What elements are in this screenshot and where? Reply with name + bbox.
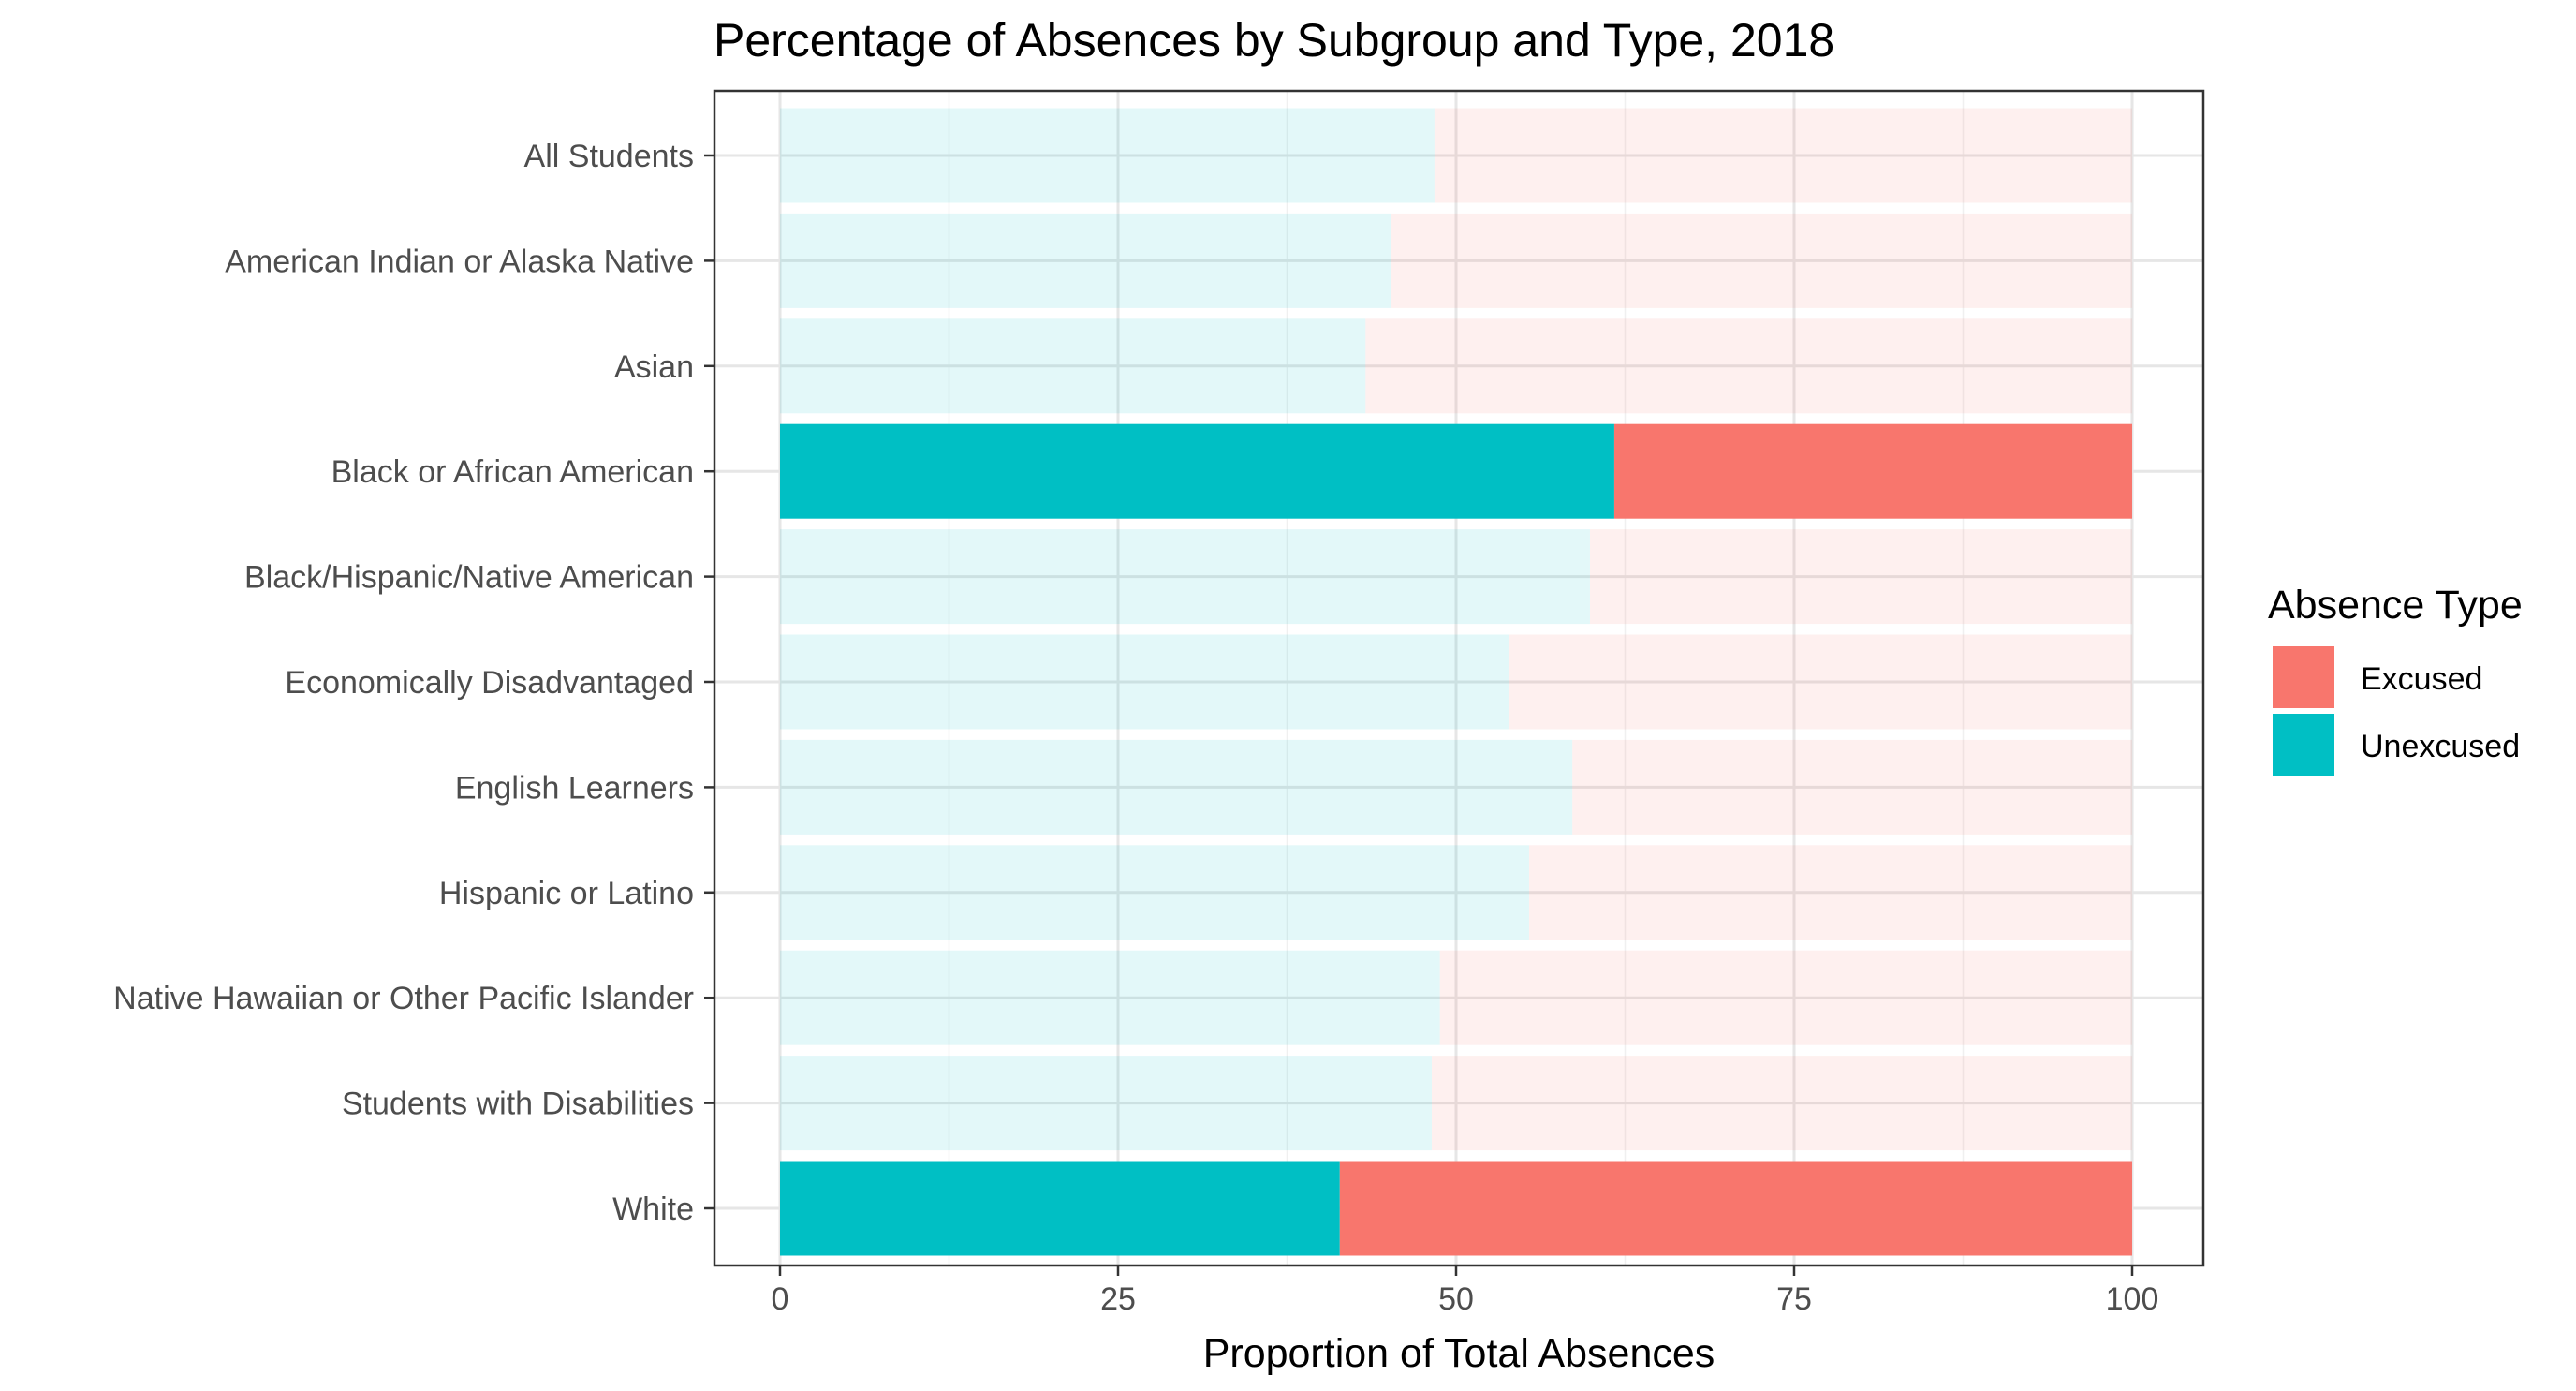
bar-excused-american-indian-or-alaska-native [1391,213,2132,308]
bar-excused-hispanic-or-latino [1528,845,2132,940]
bar-excused-black-or-african-american [1613,423,2132,519]
x-axis: 0 25 50 75 100 [772,1265,2159,1317]
bar-unexcused-black-hispanic-native-american [780,529,1590,625]
y-tick-label: American Indian or Alaska Native [225,244,694,279]
legend: Absence Type Excused Unexcused [2268,583,2523,776]
y-tick-label: Native Hawaiian or Other Pacific Islande… [113,981,694,1016]
bar-unexcused-asian [780,318,1366,414]
chart-title: Percentage of Absences by Subgroup and T… [714,14,1834,67]
bar-unexcused-native-hawaiian-or-other-pacific-islander [780,950,1440,1045]
bar-excused-all-students [1434,108,2132,203]
bar-unexcused-hispanic-or-latino [780,845,1529,940]
y-tick-label: Asian [614,349,694,385]
x-tick-label: 50 [1438,1281,1474,1317]
legend-title: Absence Type [2268,583,2523,628]
bar-unexcused-all-students [780,108,1435,203]
bar-excused-english-learners [1572,739,2132,835]
x-tick-label: 0 [772,1281,789,1317]
bar-unexcused-american-indian-or-alaska-native [780,213,1391,308]
y-tick-label: White [612,1191,694,1227]
x-tick-label: 75 [1776,1281,1812,1317]
y-tick-label: Economically Disadvantaged [285,665,694,701]
plot-background [714,91,2203,1265]
y-tick-label: English Learners [455,770,694,806]
y-tick-label: Students with Disabilities [342,1087,694,1122]
bar-excused-white [1339,1161,2132,1256]
y-tick-label: Black or African American [331,454,694,490]
bar-excused-black-hispanic-native-american [1589,529,2132,625]
legend-label-excused: Excused [2361,661,2482,697]
y-tick-label: Black/Hispanic/Native American [244,560,694,596]
x-tick-label: 100 [2106,1281,2159,1317]
bar-excused-native-hawaiian-or-other-pacific-islander [1439,950,2132,1045]
legend-swatch-unexcused [2273,714,2334,776]
legend-swatch-excused [2273,646,2334,708]
x-tick-label: 25 [1100,1281,1136,1317]
plot-border [713,89,2205,1267]
x-axis-title: Proportion of Total Absences [1203,1331,1715,1376]
bar-unexcused-black-or-african-american [780,423,1614,519]
y-axis: All Students American Indian or Alaska Na… [113,139,714,1227]
legend-label-unexcused: Unexcused [2361,729,2520,764]
bar-unexcused-students-with-disabilities [780,1056,1433,1151]
bar-unexcused-economically-disadvantaged [780,634,1509,730]
y-tick-label: All Students [524,139,694,174]
bars [780,108,2132,1256]
bar-excused-economically-disadvantaged [1509,634,2132,730]
y-tick-label: Hispanic or Latino [439,876,694,911]
bar-unexcused-english-learners [780,739,1573,835]
bar-unexcused-white [780,1161,1340,1256]
bar-excused-asian [1365,318,2132,414]
bar-excused-students-with-disabilities [1432,1056,2132,1151]
